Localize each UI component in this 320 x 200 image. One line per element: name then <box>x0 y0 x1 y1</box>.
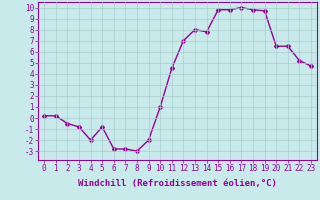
X-axis label: Windchill (Refroidissement éolien,°C): Windchill (Refroidissement éolien,°C) <box>78 179 277 188</box>
